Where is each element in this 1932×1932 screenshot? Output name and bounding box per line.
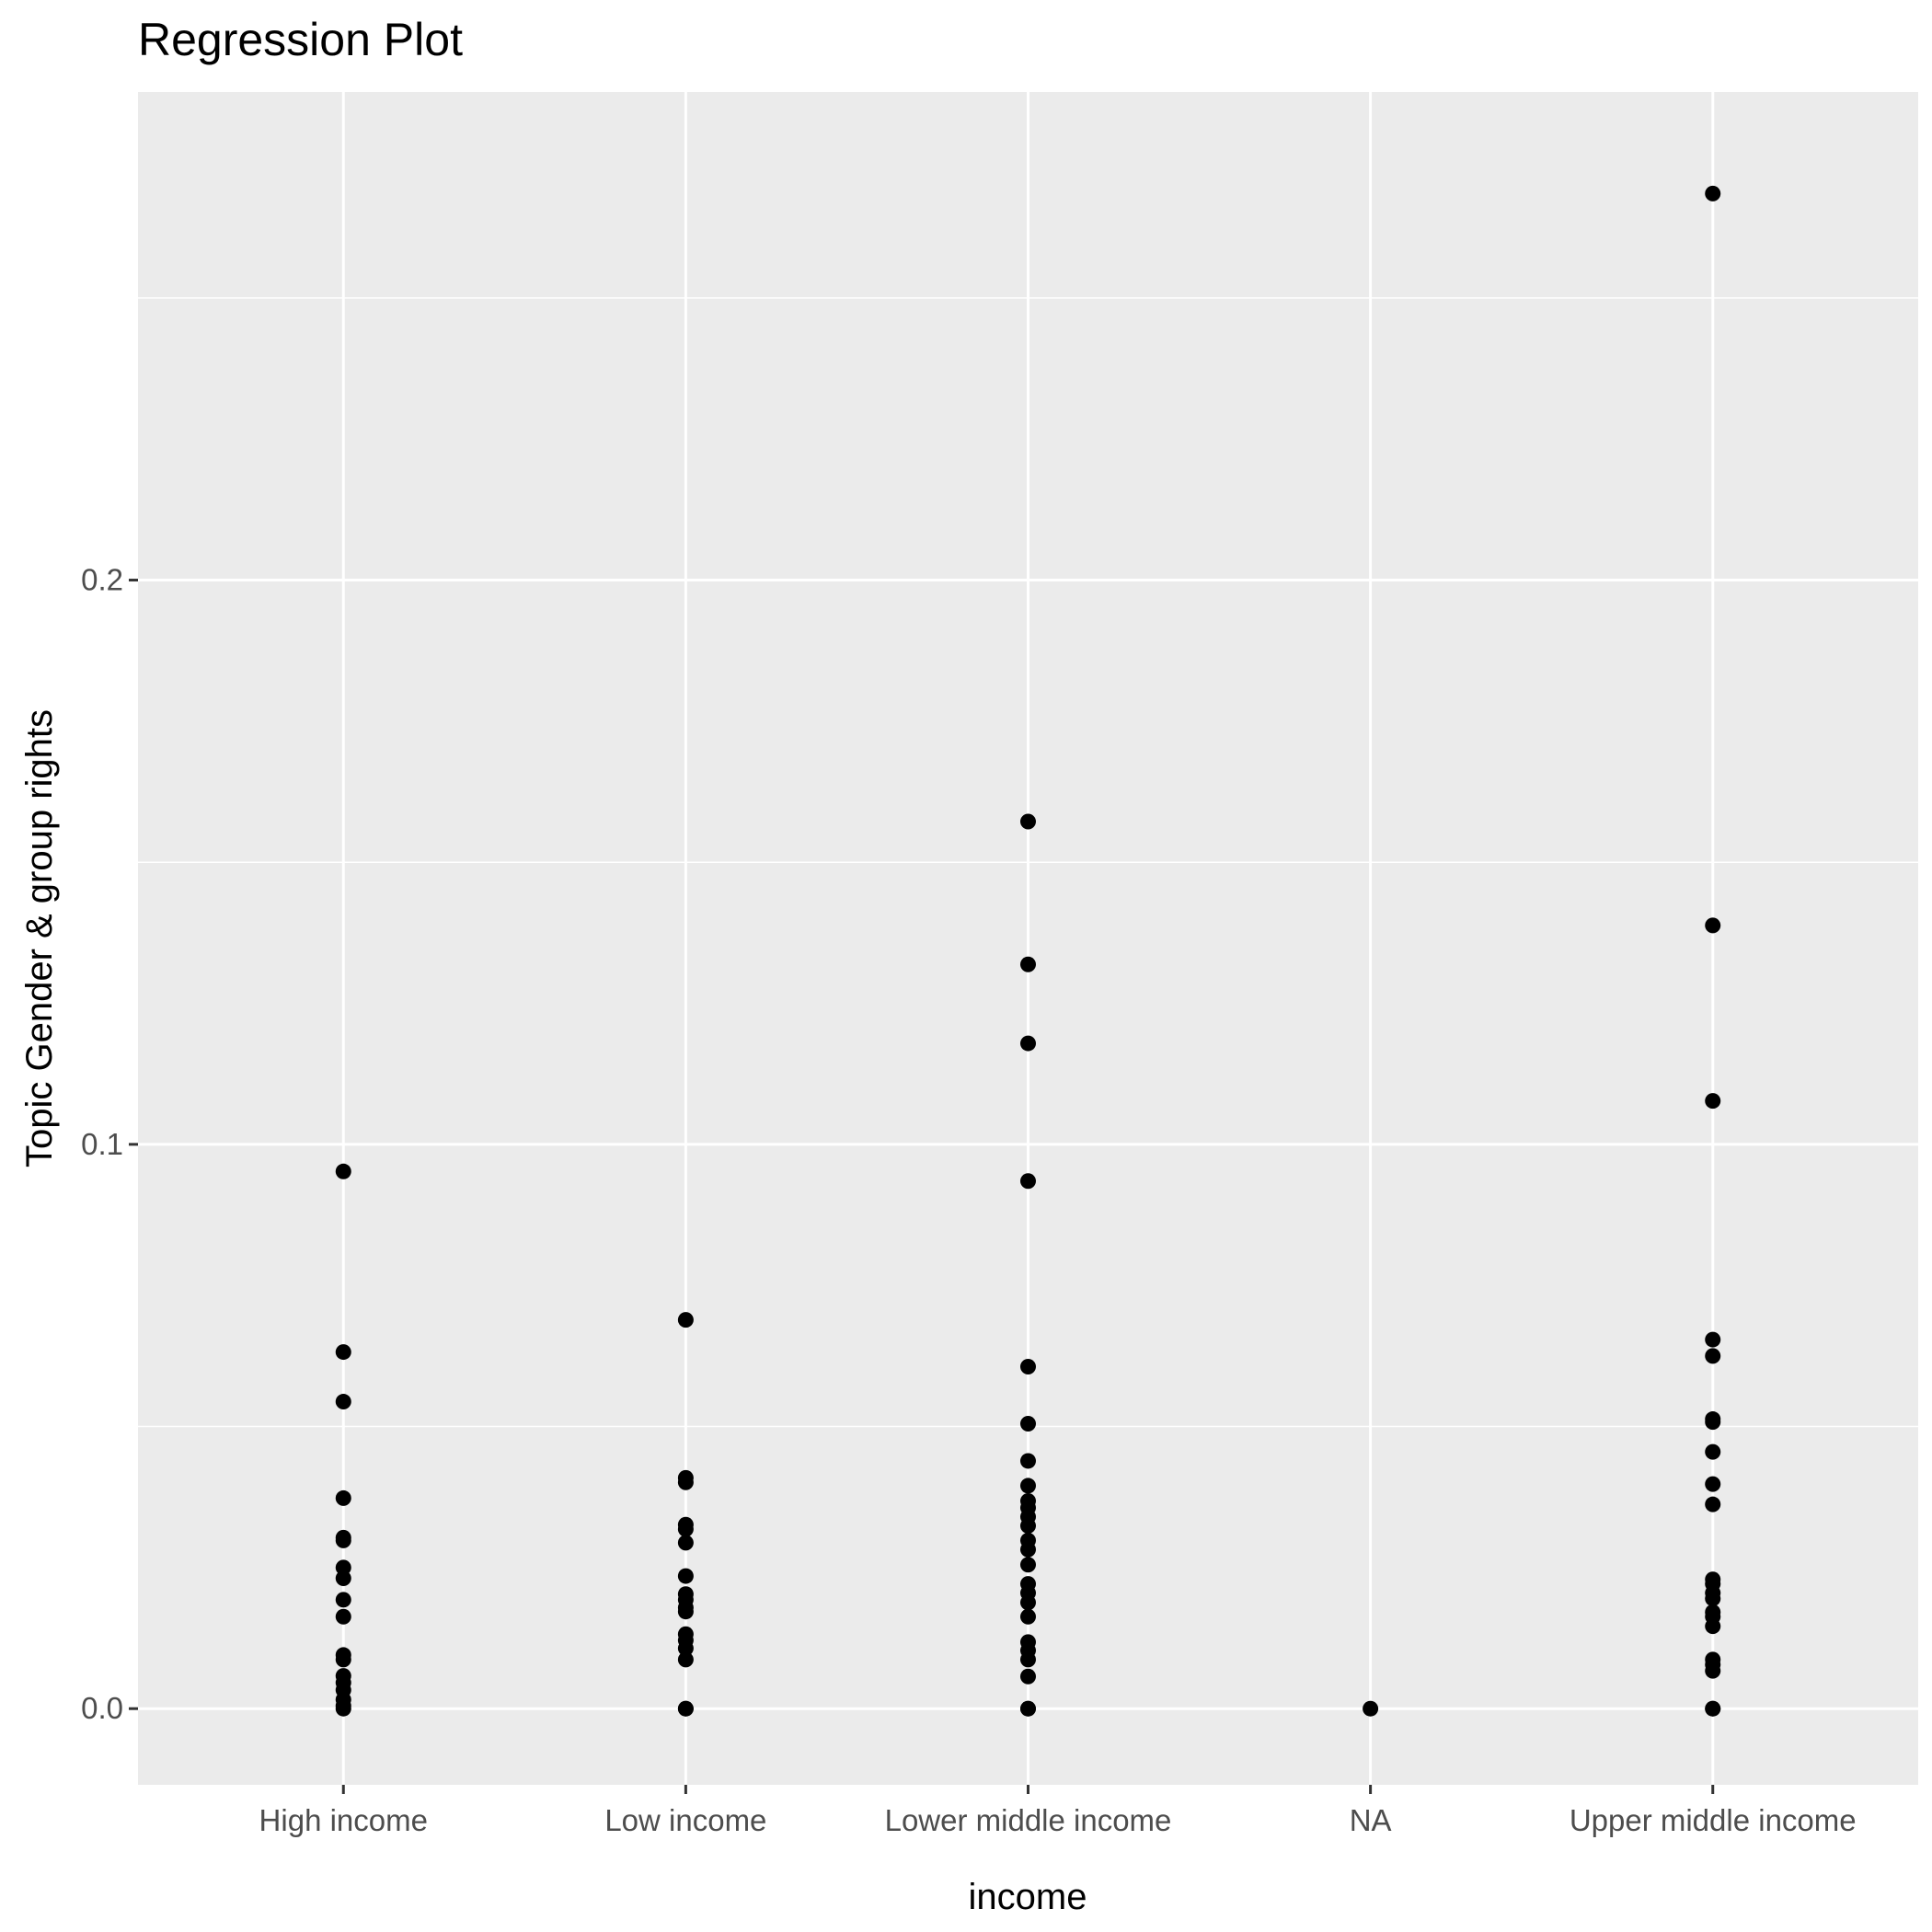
data-point <box>677 1700 694 1717</box>
data-point <box>1705 1331 1721 1348</box>
x-tick-label: Low income <box>604 1803 766 1837</box>
data-point <box>1705 185 1721 201</box>
data-point <box>677 1651 694 1668</box>
data-point <box>335 1532 351 1548</box>
data-point <box>335 1608 351 1625</box>
x-tick-label: High income <box>259 1803 428 1837</box>
data-point <box>1020 1359 1036 1375</box>
y-tick-label: 0.0 <box>81 1691 123 1725</box>
data-point <box>677 1535 694 1551</box>
x-tick-label: Lower middle income <box>885 1803 1172 1837</box>
data-point <box>1705 1476 1721 1492</box>
data-point <box>1705 1496 1721 1512</box>
data-point <box>335 1570 351 1587</box>
data-point <box>1705 1662 1721 1679</box>
data-point <box>1020 813 1036 830</box>
data-point <box>677 1312 694 1328</box>
x-axis: High income Low income Lower middle income… <box>259 1785 1857 1837</box>
data-point <box>677 1604 694 1620</box>
data-point <box>1363 1700 1379 1717</box>
data-point <box>1020 1478 1036 1494</box>
data-point <box>335 1163 351 1179</box>
data-point <box>335 1651 351 1668</box>
data-point <box>677 1568 694 1584</box>
data-point <box>1705 917 1721 934</box>
data-point <box>1020 1173 1036 1190</box>
data-point <box>1020 1415 1036 1432</box>
data-point <box>677 1521 694 1537</box>
data-point <box>335 1700 351 1717</box>
data-point <box>1705 1443 1721 1460</box>
data-point <box>1020 1651 1036 1668</box>
data-points <box>335 185 1721 1717</box>
data-point <box>1705 1414 1721 1431</box>
data-point <box>1020 1035 1036 1052</box>
data-point <box>1020 1594 1036 1611</box>
data-point <box>335 1394 351 1410</box>
data-point <box>677 1474 694 1490</box>
data-point <box>1020 1517 1036 1534</box>
data-point <box>1705 1591 1721 1607</box>
y-tick-label: 0.2 <box>81 563 123 597</box>
data-point <box>1705 1093 1721 1110</box>
x-tick-label: Upper middle income <box>1570 1803 1857 1837</box>
data-point <box>1020 1453 1036 1469</box>
data-point <box>335 1559 351 1576</box>
data-point <box>677 1640 694 1657</box>
x-tick-label: NA <box>1350 1803 1392 1837</box>
data-point <box>335 1344 351 1361</box>
data-point <box>1020 1608 1036 1625</box>
data-point <box>335 1592 351 1608</box>
data-point <box>1020 1700 1036 1717</box>
data-point <box>1020 1668 1036 1685</box>
data-point <box>1020 1541 1036 1558</box>
y-tick-label: 0.1 <box>81 1127 123 1161</box>
data-point <box>1705 1700 1721 1717</box>
data-point <box>1705 1618 1721 1635</box>
chart-title: Regression Plot <box>138 14 463 65</box>
data-point <box>1705 1348 1721 1364</box>
x-axis-title: income <box>969 1877 1087 1917</box>
data-point <box>335 1489 351 1506</box>
y-axis-title: Topic Gender & group rights <box>19 709 60 1167</box>
y-axis: 0.0 0.1 0.2 <box>81 563 138 1725</box>
data-point <box>1020 956 1036 972</box>
data-point <box>1020 1557 1036 1573</box>
